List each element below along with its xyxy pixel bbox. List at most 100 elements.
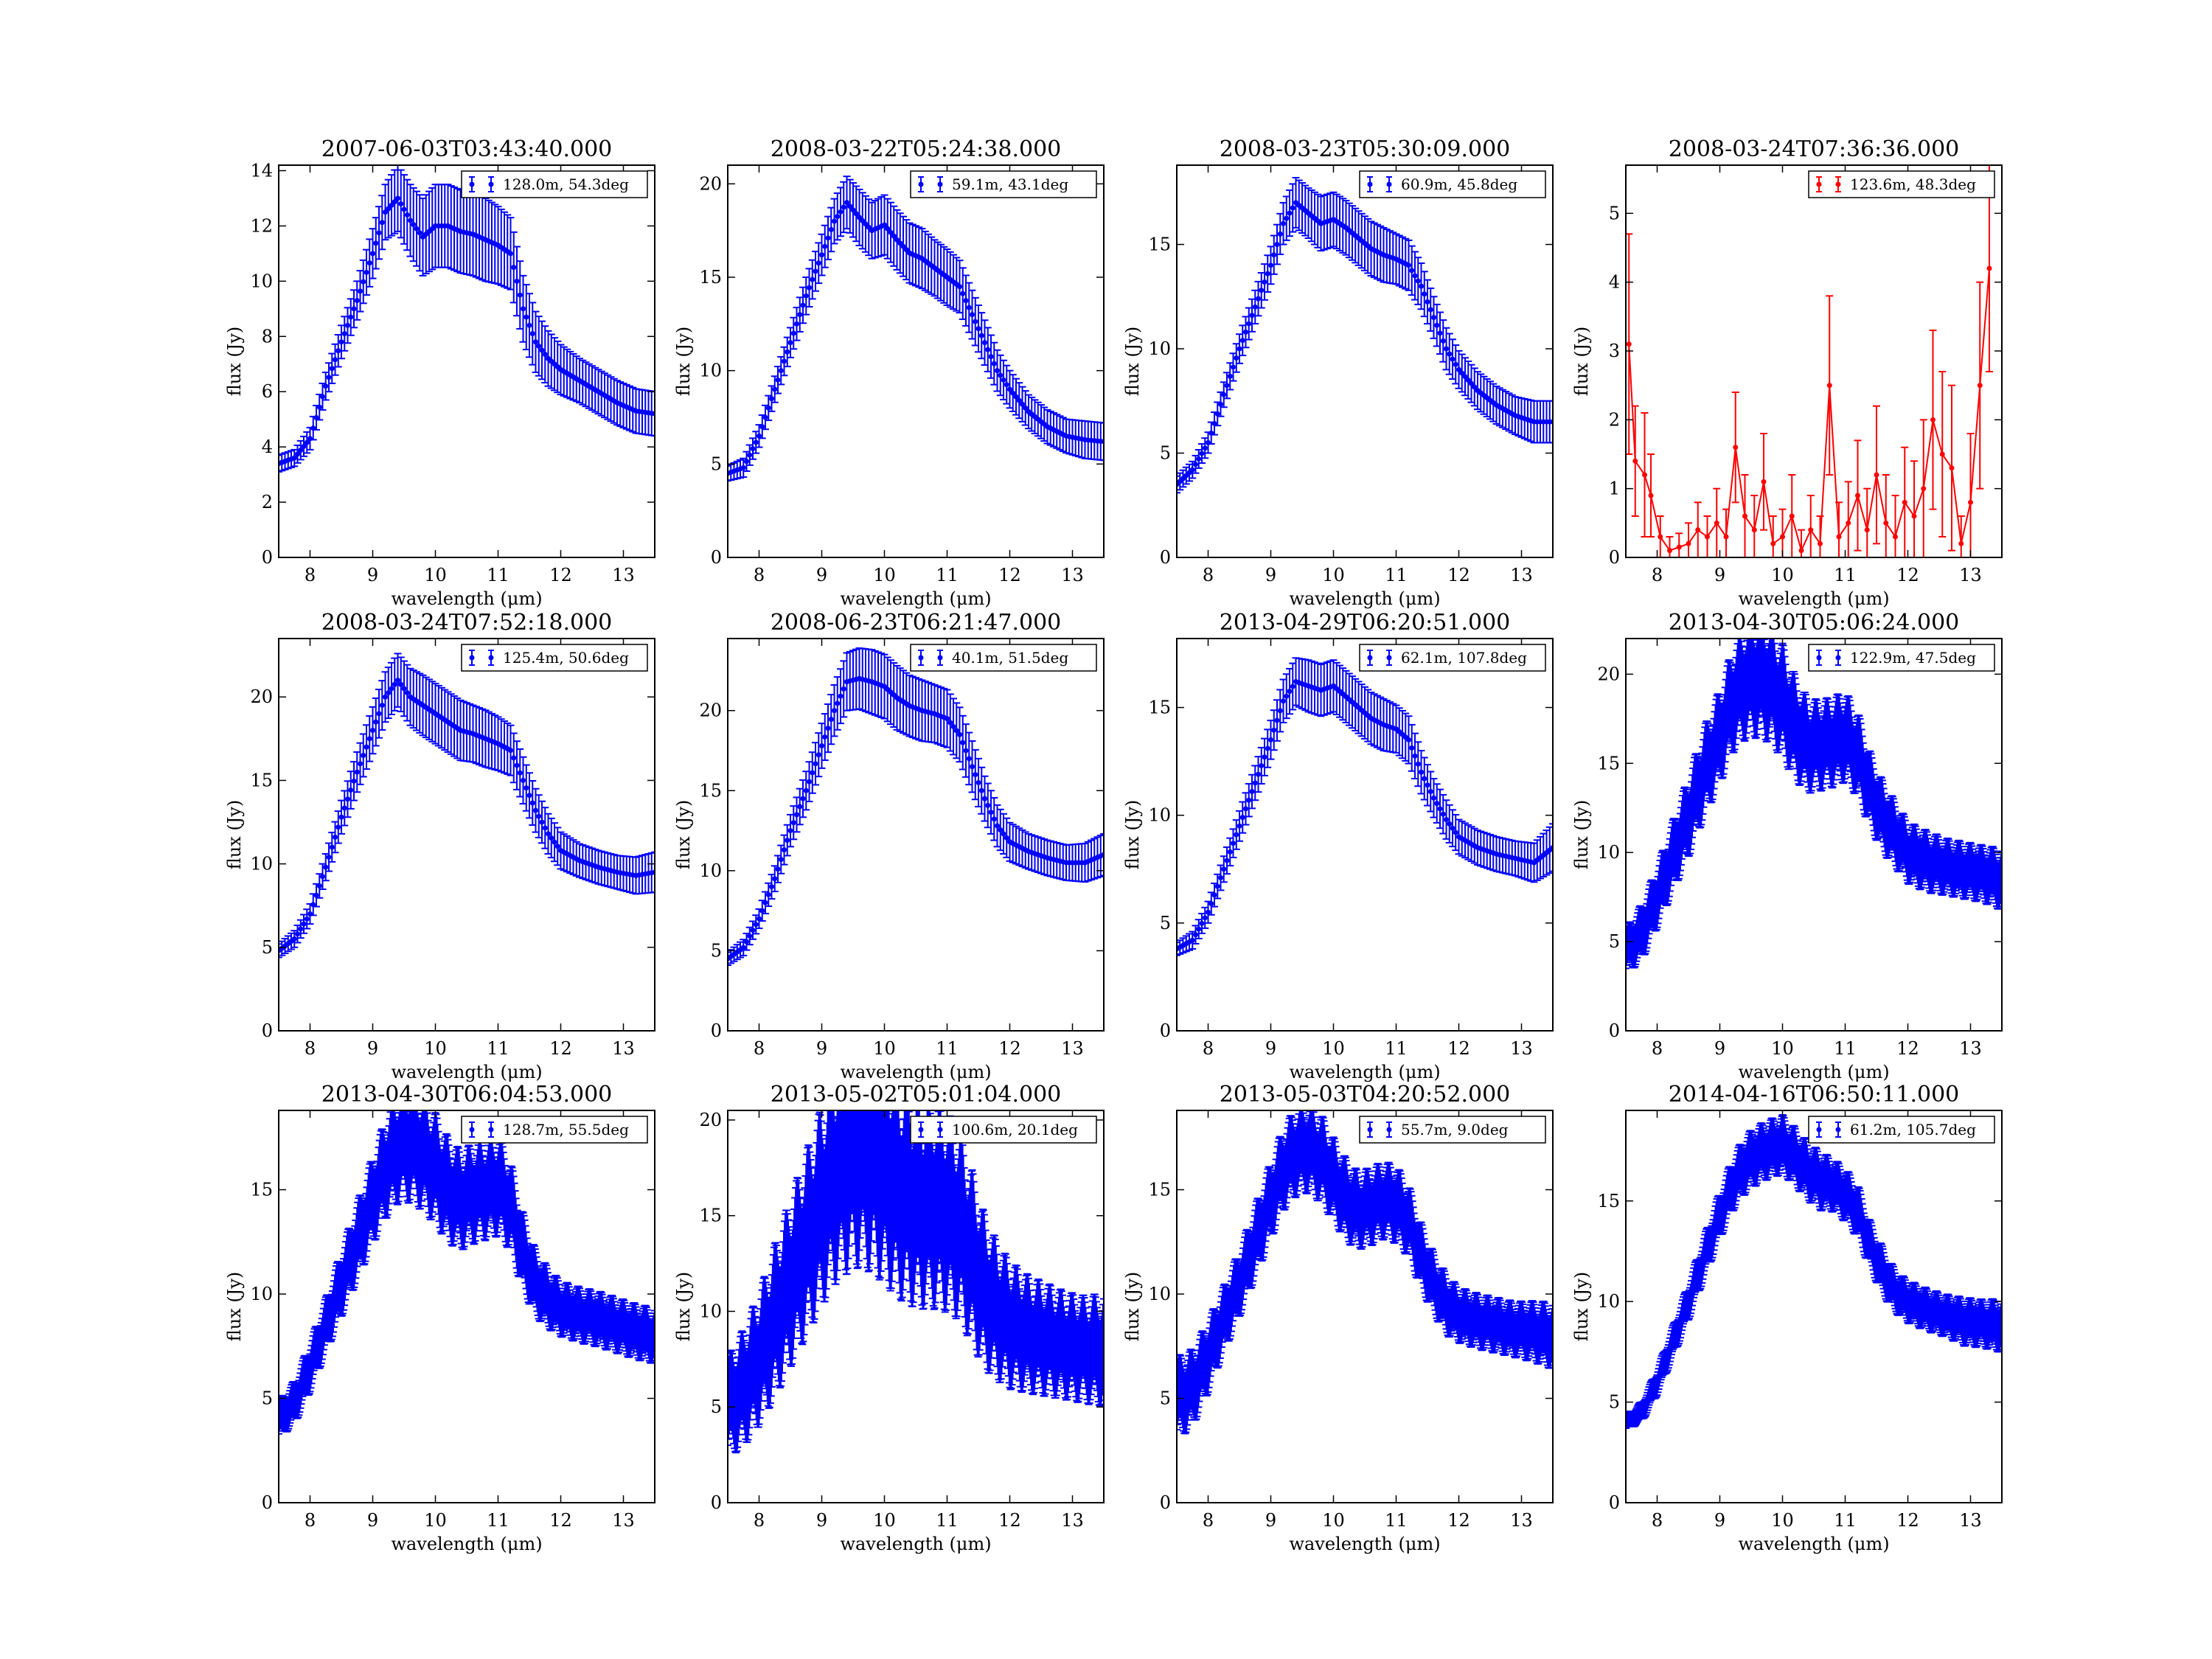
- data-point: [398, 681, 404, 687]
- series-line: [1744, 515, 1756, 531]
- data-point: [1199, 451, 1205, 456]
- data-point: [778, 857, 784, 863]
- y-axis-label: flux (Jy): [224, 327, 245, 397]
- data-point: [797, 312, 803, 318]
- series-line: [1904, 501, 1915, 517]
- data-point: [1462, 374, 1468, 380]
- data-point: [822, 243, 828, 249]
- legend-marker: [937, 655, 943, 661]
- legend: 59.1m, 43.1deg: [910, 170, 1097, 198]
- data-point: [1004, 382, 1009, 388]
- x-tick-label: 8: [1652, 565, 1663, 585]
- series-line: [1688, 529, 1699, 544]
- data-point: [844, 200, 849, 206]
- data-point: [957, 284, 962, 290]
- data-point: [787, 340, 793, 346]
- data-point: [1193, 932, 1198, 938]
- legend-label: 128.0m, 54.3deg: [503, 175, 629, 193]
- axes-frame: [1176, 638, 1554, 1032]
- plot-area: [728, 647, 1104, 966]
- subplot-3: 2008-03-23T05:30:09.000 8 9 10 11 12 13 0 5 10 15 w…: [1122, 136, 1554, 609]
- plot-area: [1177, 176, 1553, 494]
- legend: 123.6m, 48.3deg: [1808, 170, 1995, 198]
- data-point: [1246, 797, 1252, 803]
- x-tick-label: 12: [998, 565, 1021, 585]
- data-point: [301, 443, 307, 449]
- legend-marker: [1367, 181, 1373, 187]
- data-point: [985, 347, 991, 352]
- data-point: [772, 386, 778, 392]
- data-point: [1469, 380, 1474, 386]
- data-point: [1265, 745, 1270, 751]
- data-point: [539, 819, 545, 825]
- data-point: [815, 752, 821, 758]
- data-point: [364, 744, 369, 750]
- data-point: [361, 752, 366, 758]
- data-point: [835, 214, 841, 220]
- legend-label: 125.4m, 50.6deg: [503, 649, 629, 667]
- data-point: [841, 204, 846, 210]
- data-point: [1243, 329, 1248, 335]
- data-point: [517, 770, 523, 776]
- data-point: [978, 787, 984, 793]
- series-line: [1650, 495, 1661, 538]
- data-point: [819, 252, 824, 258]
- data-point: [316, 883, 322, 888]
- data-point: [1231, 364, 1236, 370]
- data-point: [762, 900, 768, 905]
- data-point: [1406, 737, 1411, 742]
- data-point: [529, 331, 535, 337]
- y-tick-label: 0: [1160, 547, 1171, 568]
- data-point: [775, 377, 781, 383]
- data-point: [1406, 262, 1411, 268]
- legend-label: 60.9m, 45.8deg: [1401, 175, 1517, 193]
- subplot-5: 2008-03-24T07:52:18.000 8 9 10 11 12 13 0 5 10 15 2…: [224, 610, 655, 1082]
- data-point: [1287, 210, 1293, 216]
- data-point: [1427, 789, 1433, 795]
- data-point: [524, 314, 529, 320]
- data-point: [960, 740, 966, 745]
- y-tick-label: 5: [711, 940, 722, 961]
- data-point: [1434, 322, 1440, 328]
- data-point: [757, 916, 762, 922]
- subplot-title: 2008-03-24T07:36:36.000: [1669, 136, 1960, 162]
- data-point: [333, 834, 338, 840]
- data-point: [552, 839, 557, 845]
- data-point: [850, 207, 856, 213]
- y-tick-label: 10: [1148, 805, 1171, 826]
- y-tick-label: 10: [250, 271, 273, 291]
- data-point: [947, 720, 953, 726]
- data-point: [885, 226, 891, 232]
- series-line: [1941, 453, 1952, 469]
- y-tick-label: 0: [1160, 1020, 1171, 1041]
- x-tick-label: 9: [816, 1038, 827, 1059]
- data-point: [338, 814, 344, 820]
- data-point: [326, 855, 332, 860]
- data-point: [323, 864, 329, 870]
- data-point: [1007, 386, 1012, 392]
- data-point: [526, 793, 532, 799]
- data-point: [1218, 401, 1223, 407]
- x-tick-label: 8: [305, 565, 316, 585]
- data-point: [778, 368, 784, 374]
- series-59.1m, 43.1deg: [728, 175, 1104, 482]
- data-point: [1262, 279, 1267, 285]
- series-40.1m, 51.5deg: [728, 647, 1104, 966]
- data-point: [291, 455, 297, 461]
- data-point: [753, 439, 759, 445]
- data-point: [1023, 405, 1029, 411]
- data-point: [797, 804, 803, 810]
- data-point: [1450, 825, 1455, 831]
- x-axis-label: wavelength (μm): [1289, 588, 1440, 609]
- x-tick-label: 9: [816, 565, 827, 585]
- data-point: [838, 693, 844, 699]
- series-line: [1951, 467, 1962, 544]
- data-point: [963, 748, 969, 754]
- data-point: [813, 268, 818, 274]
- data-point: [1259, 762, 1265, 768]
- legend: 60.9m, 45.8deg: [1359, 170, 1546, 198]
- data-point: [1239, 815, 1245, 821]
- data-point: [389, 686, 394, 692]
- y-tick-label: 8: [262, 326, 273, 347]
- x-tick-label: 11: [487, 565, 509, 585]
